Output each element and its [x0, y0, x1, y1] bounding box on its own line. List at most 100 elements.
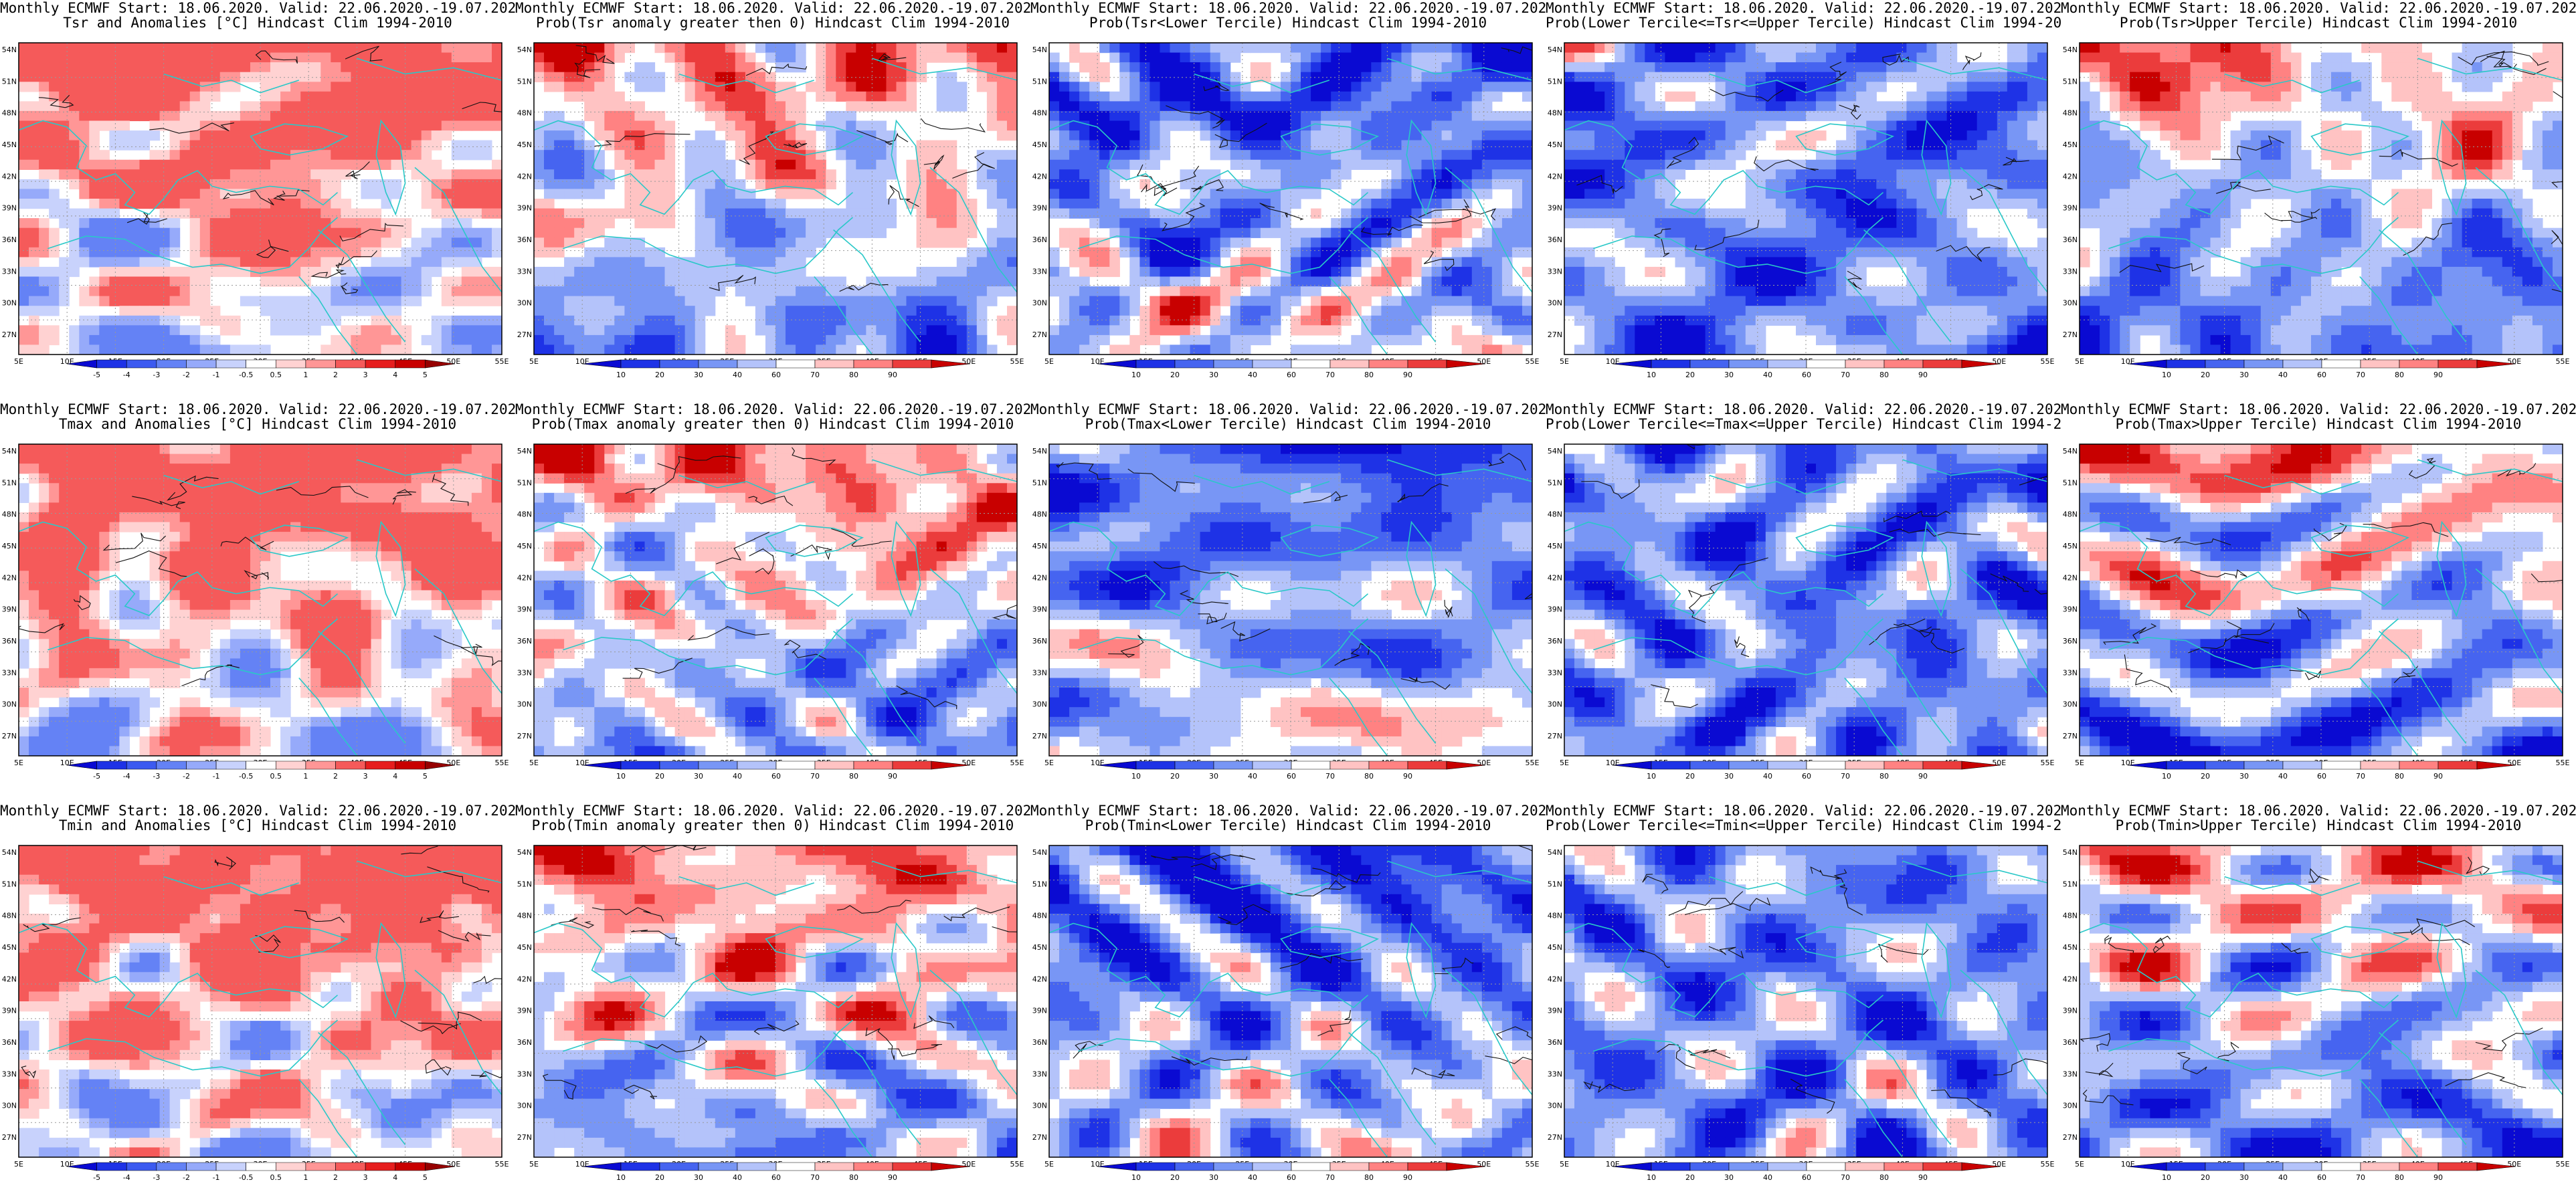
latitude-label: 48N	[1548, 109, 1562, 118]
panel-title-line1: Monthly ECMWF Start: 18.06.2020. Valid: …	[2061, 803, 2576, 819]
colorbar-label: 30	[694, 1173, 703, 1182]
latitude-label: 27N	[2063, 1133, 2078, 1142]
panel-title-line1: Monthly ECMWF Start: 18.06.2020. Valid: …	[1546, 0, 2061, 16]
colorbar-segment	[305, 761, 336, 770]
colorbar-label: 60	[2317, 1173, 2326, 1182]
forecast-map-panel: Monthly ECMWF Start: 18.06.2020. Valid: …	[2061, 401, 2576, 803]
latitude-label: 42N	[1032, 975, 1047, 983]
colorbar: 10 20 30 40 60 70 80 90	[2127, 359, 2516, 379]
longitude-label: 55E	[1010, 357, 1024, 366]
colorbar-segment	[1213, 1162, 1253, 1171]
colorbar-segment	[1213, 359, 1253, 369]
colorbar-label: -0.5	[239, 1173, 253, 1182]
colorbar-segment	[2476, 359, 2516, 369]
colorbar-segment	[620, 359, 660, 369]
latitude-label: 33N	[517, 668, 532, 677]
panel-title-line2: Prob(Tmin>Upper Tercile) Hindcast Clim 1…	[2061, 817, 2576, 833]
colorbar-label: 60	[771, 1173, 781, 1182]
colorbar-segment	[335, 359, 366, 369]
latitude-label: 27N	[517, 732, 532, 740]
longitude-label: 5E	[2075, 1160, 2084, 1169]
latitude-label: 45N	[2, 943, 17, 952]
longitude-label: 5E	[1044, 759, 1054, 767]
colorbar-segment	[1368, 1162, 1408, 1171]
latitude-label: 27N	[2, 732, 17, 740]
colorbar-segment	[1407, 1162, 1447, 1171]
forecast-map: 54N51N48N45N42N39N36N33N30N27N5E10E15E20…	[1548, 845, 2055, 1169]
colorbar-label: 20	[1170, 772, 1180, 781]
longitude-label: 55E	[2041, 1160, 2055, 1169]
panel-title-line1: Monthly ECMWF Start: 18.06.2020. Valid: …	[0, 803, 515, 819]
latitude-label: 33N	[1548, 668, 1562, 677]
longitude-label: 55E	[2041, 759, 2055, 767]
colorbar-segment	[659, 761, 699, 770]
latitude-label: 45N	[517, 140, 532, 149]
colorbar-label: 10	[616, 1173, 626, 1182]
latitude-label: 27N	[1548, 1133, 1562, 1142]
colorbar-label: 10	[616, 772, 626, 781]
latitude-label: 45N	[2063, 140, 2078, 149]
latitude-label: 48N	[1032, 912, 1047, 920]
colorbar-label: 30	[694, 772, 703, 781]
colorbar-segment	[581, 1162, 622, 1171]
colorbar-label: 90	[2433, 1173, 2443, 1182]
latitude-label: 39N	[1548, 605, 1562, 614]
colorbar-segment	[931, 761, 971, 770]
latitude-label: 36N	[1548, 235, 1562, 244]
latitude-label: 45N	[1548, 943, 1562, 952]
colorbar-segment	[620, 1162, 660, 1171]
colorbar-label: 40	[2278, 371, 2288, 379]
colorbar-segment	[1252, 1162, 1292, 1171]
colorbar-segment	[1689, 1162, 1730, 1171]
colorbar-segment	[186, 359, 217, 369]
colorbar-label: 30	[1724, 371, 1734, 379]
latitude-label: 42N	[2, 573, 17, 582]
colorbar-label: -3	[153, 1173, 160, 1182]
latitude-label: 39N	[2, 204, 17, 213]
colorbar-segment	[2437, 1162, 2478, 1171]
colorbar-segment	[1174, 1162, 1214, 1171]
colorbar-segment	[1728, 1162, 1768, 1171]
latitude-label: 27N	[1032, 1133, 1047, 1142]
longitude-label: 55E	[2041, 357, 2055, 366]
longitude-label: 5E	[2075, 759, 2084, 767]
latitude-label: 36N	[1032, 637, 1047, 645]
colorbar-label: 90	[888, 371, 897, 379]
panel-title-line2: Tsr and Anomalies [°C] Hindcast Clim 199…	[0, 15, 515, 31]
colorbar-label: 20	[2201, 371, 2210, 379]
colorbar-label: 90	[1403, 371, 1412, 379]
colorbar-label: 40	[1763, 772, 1772, 781]
colorbar-segment	[1407, 761, 1447, 770]
longitude-label: 55E	[495, 357, 509, 366]
colorbar: 10 20 30 40 60 70 80 90	[1612, 761, 2001, 781]
colorbar-label: 60	[1802, 772, 1811, 781]
longitude-label: 55E	[495, 759, 509, 767]
colorbar-segment	[96, 1162, 127, 1171]
colorbar-segment	[737, 1162, 777, 1171]
latitude-label: 48N	[2063, 510, 2078, 519]
latitude-label: 45N	[517, 542, 532, 550]
colorbar-segment	[425, 1162, 456, 1171]
panel-title-line1: Monthly ECMWF Start: 18.06.2020. Valid: …	[0, 0, 515, 16]
colorbar-segment	[2205, 1162, 2245, 1171]
colorbar-label: 0.5	[270, 772, 282, 781]
colorbar-label: 70	[810, 371, 820, 379]
forecast-map: 54N51N48N45N42N39N36N33N30N27N5E10E15E20…	[2063, 845, 2570, 1169]
colorbar-segment	[246, 1162, 276, 1171]
latitude-label: 51N	[1548, 478, 1562, 487]
colorbar-segment	[2437, 761, 2478, 770]
colorbar-segment	[1845, 761, 1885, 770]
colorbar-label: 20	[2201, 772, 2210, 781]
colorbar-label: 10	[1647, 1173, 1656, 1182]
latitude-label: 54N	[1032, 447, 1047, 456]
latitude-label: 30N	[517, 299, 532, 308]
colorbar-segment	[1728, 761, 1768, 770]
colorbar-segment	[395, 359, 426, 369]
longitude-label: 5E	[529, 1160, 539, 1169]
colorbar-segment	[698, 359, 738, 369]
colorbar-segment	[1767, 1162, 1807, 1171]
latitude-label: 39N	[2063, 204, 2078, 213]
colorbar-label: 40	[733, 371, 742, 379]
latitude-label: 33N	[2, 267, 17, 276]
colorbar-label: 90	[1918, 772, 1928, 781]
